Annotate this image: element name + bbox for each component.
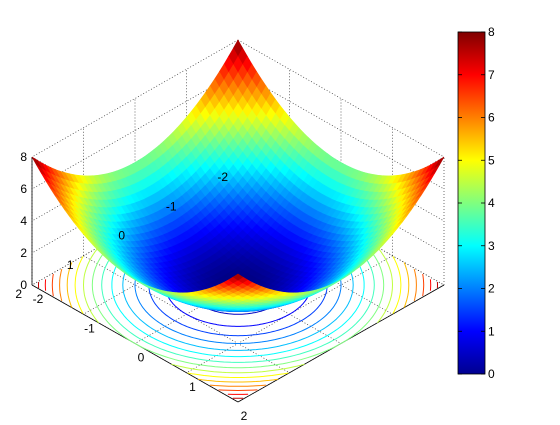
z-tick-label: 8 — [20, 150, 27, 164]
surface-mesh — [32, 40, 444, 312]
contour-line — [198, 379, 278, 382]
colorbar-tick-label: 6 — [488, 111, 495, 125]
x-tick-label: -2 — [33, 292, 44, 306]
contour-line — [393, 256, 401, 313]
z-tick-label: 4 — [20, 214, 27, 228]
colorbar: 0 1 2 3 4 5 6 7 8 — [458, 25, 495, 381]
colorbar-tick-label: 3 — [488, 239, 495, 253]
colorbar-tick-label: 2 — [488, 282, 495, 296]
y-tick-label: 2 — [15, 287, 22, 301]
contour-line — [52, 274, 53, 296]
x-tick-label: 1 — [189, 380, 196, 394]
x-tick-label: -1 — [84, 321, 95, 335]
contour-line — [414, 269, 416, 301]
contour-line — [60, 269, 62, 301]
y-tick-label: -1 — [166, 199, 177, 213]
colorbar-tick-label: 7 — [488, 68, 495, 82]
x-tick-label: 2 — [241, 409, 248, 420]
contour-line — [84, 247, 99, 323]
z-tick-label: 2 — [20, 246, 27, 260]
contour-line — [75, 256, 83, 313]
colorbar-tick-label: 0 — [488, 367, 495, 381]
y-tick-label: 1 — [67, 258, 74, 272]
colorbar-tick-label: 5 — [488, 153, 495, 167]
y-tick-label: -2 — [217, 170, 228, 184]
contour-line — [188, 373, 289, 378]
contour-line — [377, 247, 392, 323]
contour-line — [219, 390, 258, 391]
colorbar-tick-label: 1 — [488, 324, 495, 338]
colorbar-tick-label: 4 — [488, 196, 495, 210]
x-tick-label: 0 — [138, 351, 145, 365]
colorbar-gradient — [458, 32, 485, 374]
y-tick-label: 0 — [118, 229, 125, 243]
z-tick-label: 6 — [20, 182, 27, 196]
contour-line — [172, 364, 305, 373]
contour-line — [404, 262, 409, 307]
contour-line — [423, 274, 424, 296]
contour-line — [210, 385, 266, 386]
colorbar-tick-label: 8 — [488, 25, 495, 39]
